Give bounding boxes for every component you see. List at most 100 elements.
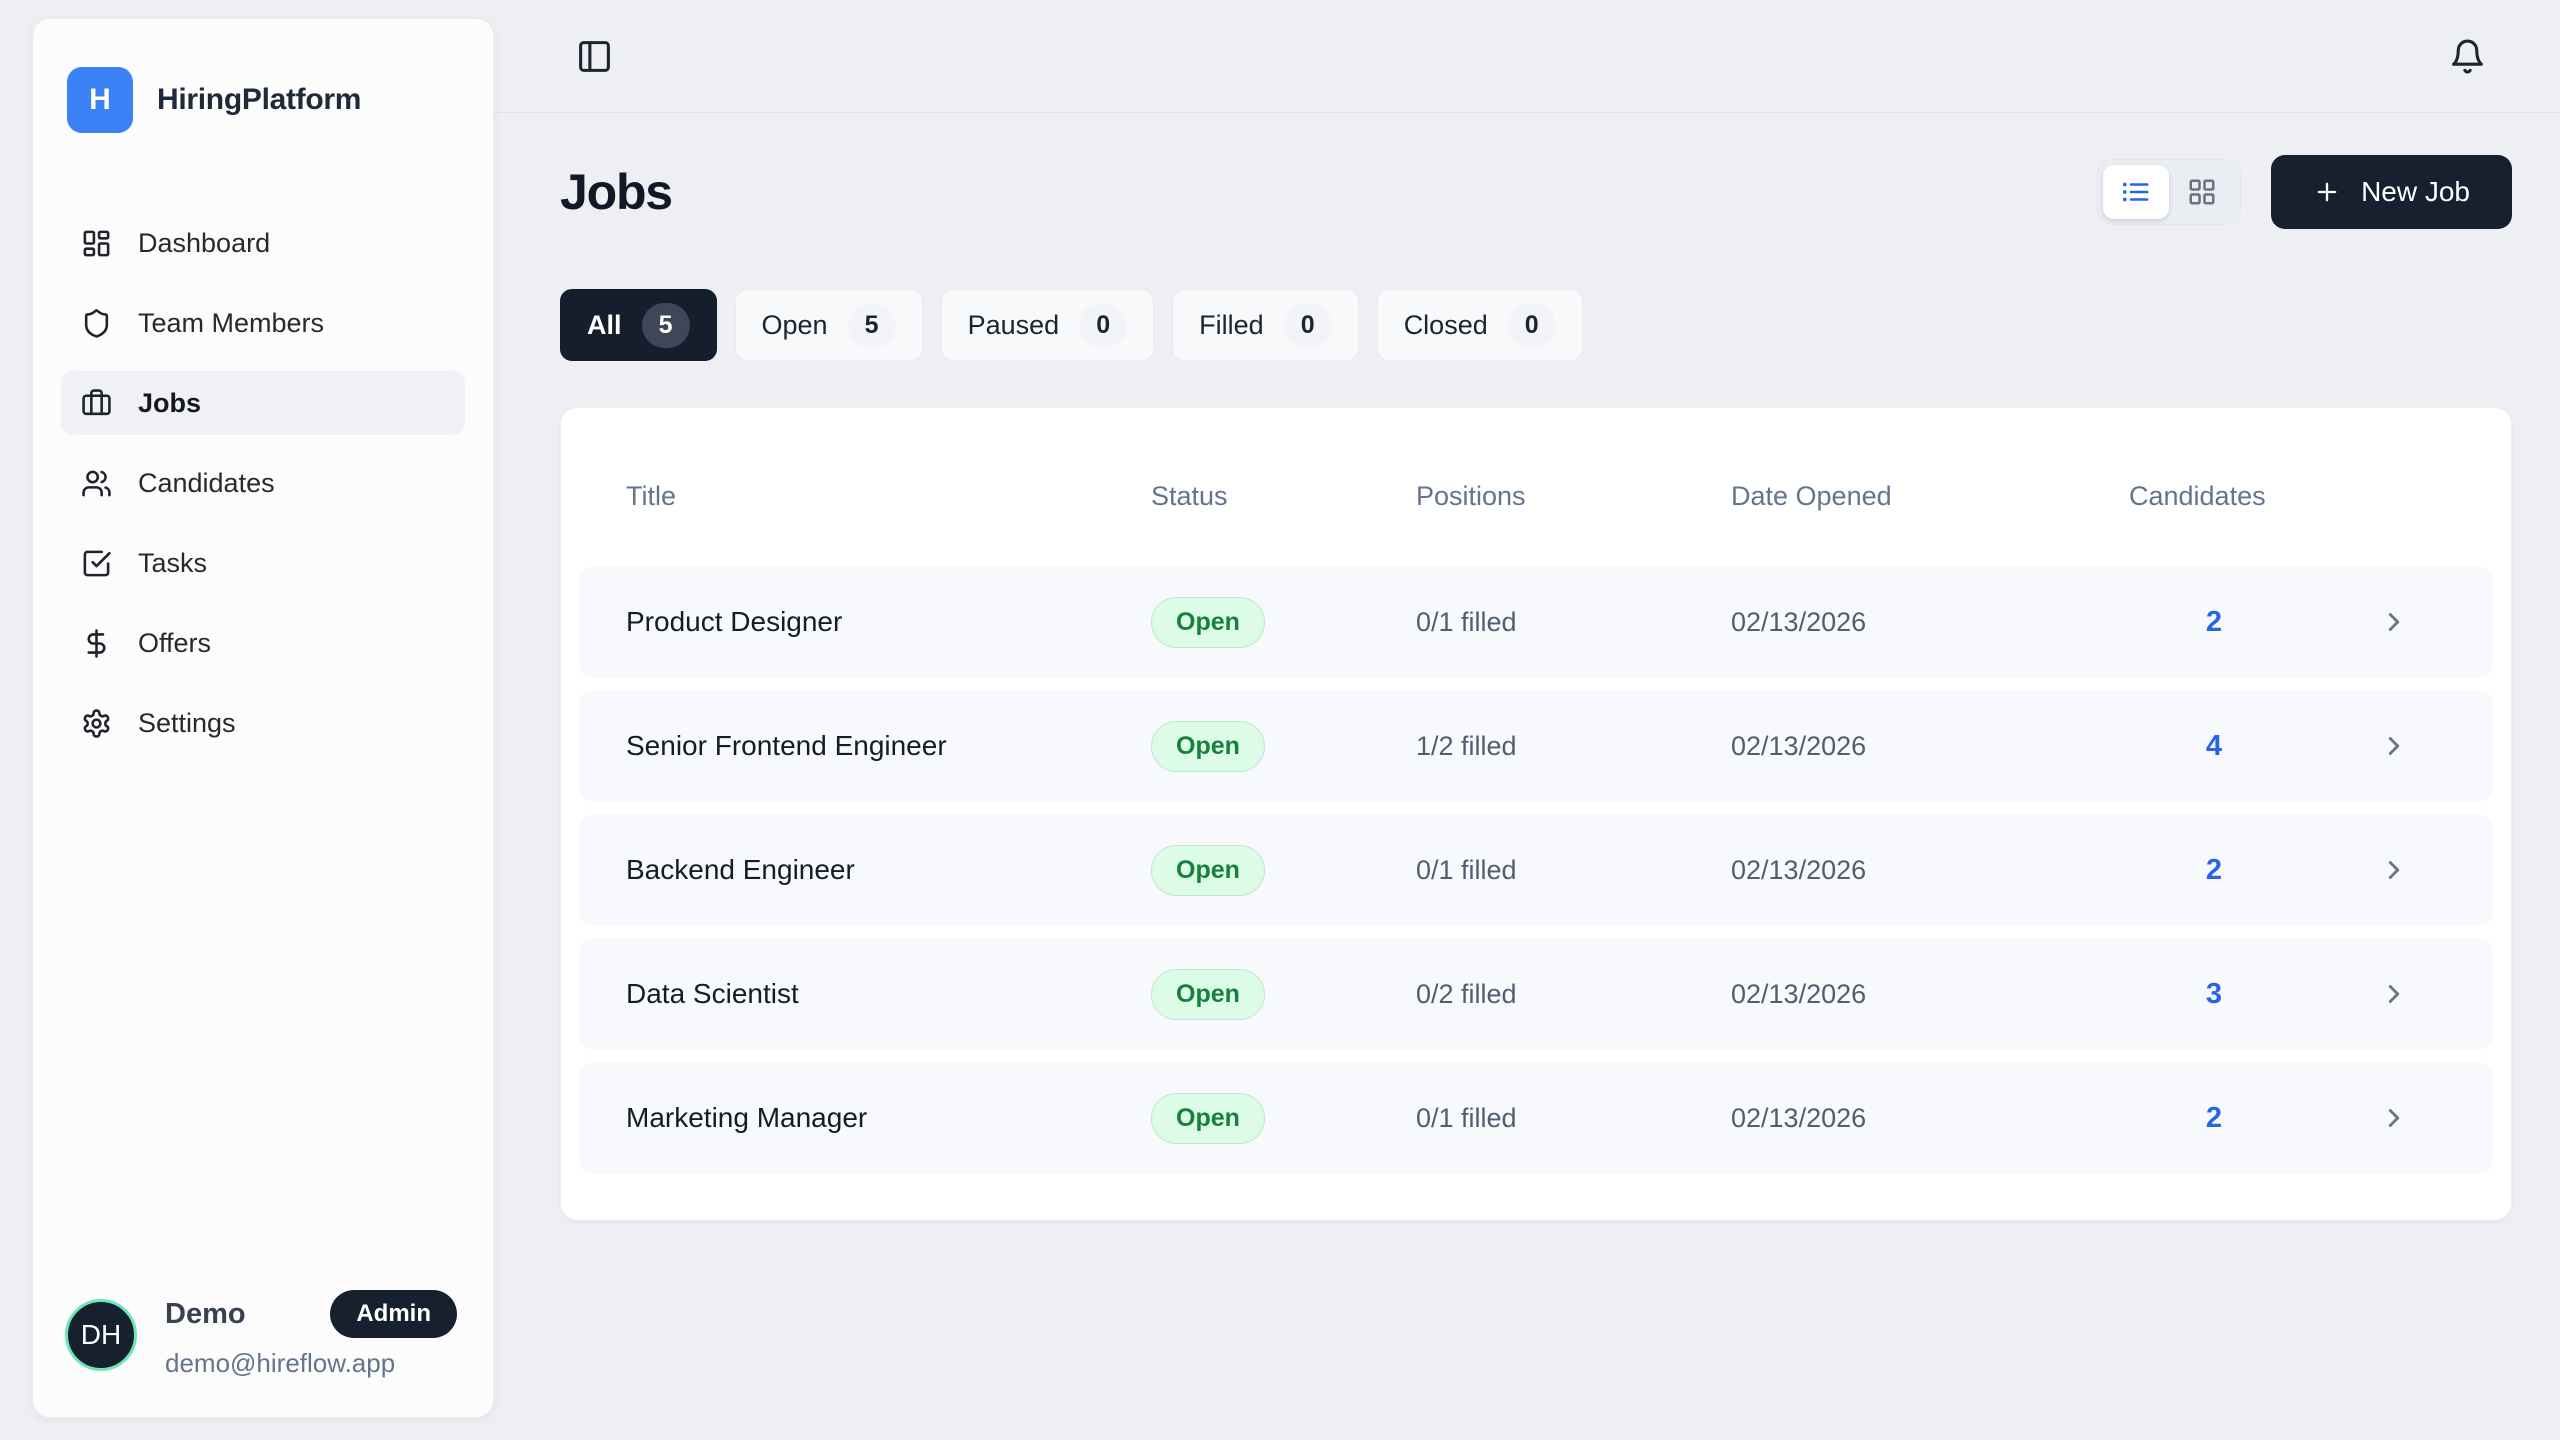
- topbar: [494, 0, 2560, 113]
- candidates-count-link[interactable]: 4: [2205, 729, 2223, 762]
- chevron-right-icon: [2379, 1103, 2409, 1133]
- filter-count-badge: 0: [1079, 302, 1128, 348]
- sidebar-item-offers[interactable]: Offers: [61, 611, 465, 675]
- chevron-right-icon: [2379, 979, 2409, 1009]
- column-header-title: Title: [626, 480, 677, 511]
- job-row-senior-frontend-engineer[interactable]: Senior Frontend Engineer Open 1/2 filled…: [579, 690, 2493, 802]
- nav-icon: [81, 468, 112, 499]
- chevron-right-icon: [2379, 731, 2409, 761]
- nav-icon: [81, 548, 112, 579]
- list-icon: [2121, 177, 2151, 207]
- plus-icon: [2313, 178, 2341, 206]
- job-title: Data Scientist: [626, 978, 799, 1009]
- user-profile[interactable]: DH Demo Admin demo@hireflow.app: [65, 1290, 457, 1379]
- avatar: DH: [65, 1298, 137, 1371]
- sidebar-toggle-button[interactable]: [576, 38, 613, 75]
- filter-count-badge: 5: [847, 302, 896, 348]
- app-logo: H: [67, 67, 133, 133]
- page-header: Jobs New Job: [560, 155, 2512, 229]
- filter-tab-closed[interactable]: Closed 0: [1376, 289, 1583, 361]
- date-opened: 02/13/2026: [1731, 1102, 1867, 1133]
- view-mode-toggle: [2097, 159, 2242, 225]
- positions-filled: 0/1 filled: [1416, 854, 1517, 885]
- positions-filled: 0/2 filled: [1416, 978, 1517, 1009]
- status-badge: Open: [1151, 720, 1265, 772]
- row-open-button[interactable]: [2379, 855, 2409, 885]
- sidebar-item-dashboard[interactable]: Dashboard: [61, 211, 465, 275]
- job-title: Backend Engineer: [626, 854, 855, 885]
- sidebar-item-team-members[interactable]: Team Members: [61, 291, 465, 355]
- user-email: demo@hireflow.app: [165, 1348, 396, 1378]
- positions-filled: 1/2 filled: [1416, 730, 1517, 761]
- filter-label: Open: [761, 309, 828, 340]
- sidebar-item-settings[interactable]: Settings: [61, 691, 465, 755]
- filter-label: Closed: [1403, 309, 1488, 340]
- sidebar-item-tasks[interactable]: Tasks: [61, 531, 465, 595]
- panel-left-icon: [576, 38, 613, 75]
- filter-tab-filled[interactable]: Filled 0: [1172, 289, 1359, 361]
- jobs-page: Jobs New Job All: [494, 113, 2560, 1221]
- row-open-button[interactable]: [2379, 731, 2409, 761]
- filter-label: All: [587, 309, 622, 340]
- new-job-button[interactable]: New Job: [2271, 155, 2512, 229]
- row-open-button[interactable]: [2379, 979, 2409, 1009]
- filter-count-badge: 0: [1283, 302, 1332, 348]
- date-opened: 02/13/2026: [1731, 978, 1867, 1009]
- status-badge: Open: [1151, 596, 1265, 648]
- sidebar-item-label: Dashboard: [138, 227, 271, 258]
- column-header-candidates: Candidates: [2129, 480, 2266, 511]
- date-opened: 02/13/2026: [1731, 730, 1867, 761]
- status-filter-tabs: All 5 Open 5 Paused 0 Filled 0: [560, 289, 2512, 361]
- job-row-data-scientist[interactable]: Data Scientist Open 0/2 filled 02/13/202…: [579, 938, 2493, 1050]
- sidebar-nav: Dashboard Team Members Jobs Candidates T…: [61, 211, 465, 755]
- notifications-button[interactable]: [2449, 38, 2486, 75]
- candidates-count-link[interactable]: 3: [2205, 977, 2223, 1010]
- chevron-right-icon: [2379, 607, 2409, 637]
- filter-tab-all[interactable]: All 5: [560, 289, 717, 361]
- profile-info: Demo Admin demo@hireflow.app: [165, 1290, 457, 1379]
- brand: H HiringPlatform: [67, 67, 465, 133]
- filter-label: Filled: [1199, 309, 1264, 340]
- sidebar-item-label: Team Members: [138, 307, 325, 338]
- date-opened: 02/13/2026: [1731, 854, 1867, 885]
- sidebar-item-label: Settings: [138, 707, 236, 738]
- sidebar-item-label: Offers: [138, 627, 212, 658]
- sidebar: H HiringPlatform Dashboard Team Members …: [32, 18, 494, 1418]
- row-open-button[interactable]: [2379, 1103, 2409, 1133]
- job-row-marketing-manager[interactable]: Marketing Manager Open 0/1 filled 02/13/…: [579, 1062, 2493, 1174]
- grid-view-button[interactable]: [2169, 165, 2235, 219]
- filter-tab-paused[interactable]: Paused 0: [940, 289, 1155, 361]
- page-title: Jobs: [560, 164, 673, 220]
- job-title: Senior Frontend Engineer: [626, 730, 947, 761]
- status-badge: Open: [1151, 844, 1265, 896]
- candidates-count-link[interactable]: 2: [2205, 605, 2223, 638]
- list-view-button[interactable]: [2103, 165, 2170, 219]
- job-row-backend-engineer[interactable]: Backend Engineer Open 0/1 filled 02/13/2…: [579, 814, 2493, 926]
- status-badge: Open: [1151, 1092, 1265, 1144]
- job-title: Marketing Manager: [626, 1102, 868, 1133]
- nav-icon: [81, 228, 112, 259]
- status-badge: Open: [1151, 968, 1265, 1020]
- new-job-label: New Job: [2361, 176, 2470, 207]
- column-header-date-opened: Date Opened: [1731, 480, 1892, 511]
- user-name: Demo: [165, 1297, 246, 1330]
- jobs-table-card: Title Status Positions Date Opened Candi…: [560, 407, 2512, 1221]
- bell-icon: [2449, 38, 2486, 75]
- column-header-status: Status: [1151, 480, 1228, 511]
- sidebar-item-candidates[interactable]: Candidates: [61, 451, 465, 515]
- app-name: HiringPlatform: [157, 83, 362, 116]
- date-opened: 02/13/2026: [1731, 606, 1867, 637]
- job-row-product-designer[interactable]: Product Designer Open 0/1 filled 02/13/2…: [579, 566, 2493, 678]
- sidebar-item-label: Candidates: [138, 467, 275, 498]
- page-actions: New Job: [2097, 155, 2512, 229]
- sidebar-item-label: Tasks: [138, 547, 208, 578]
- row-open-button[interactable]: [2379, 607, 2409, 637]
- sidebar-item-jobs[interactable]: Jobs: [61, 371, 465, 435]
- filter-tab-open[interactable]: Open 5: [734, 289, 923, 361]
- candidates-count-link[interactable]: 2: [2205, 853, 2223, 886]
- nav-icon: [81, 708, 112, 739]
- nav-icon: [81, 628, 112, 659]
- nav-icon: [81, 308, 112, 339]
- candidates-count-link[interactable]: 2: [2205, 1101, 2223, 1134]
